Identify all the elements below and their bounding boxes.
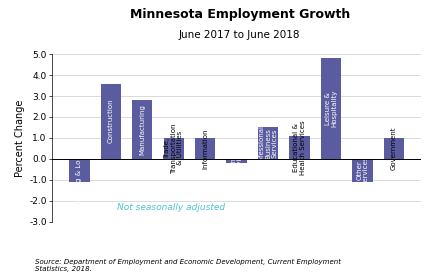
Text: Financial
Activities: Financial Activities	[230, 145, 243, 177]
Text: Source: Department of Employment and Economic Development, Current Employment
St: Source: Department of Employment and Eco…	[35, 259, 341, 272]
Bar	[164, 138, 184, 159]
Text: Mining & Logging: Mining & Logging	[76, 140, 82, 201]
Text: Construction: Construction	[108, 99, 114, 144]
Bar	[258, 127, 278, 159]
Bar	[101, 84, 121, 159]
Text: Information: Information	[202, 128, 208, 169]
Text: Not seasonally adjusted: Not seasonally adjusted	[117, 204, 225, 212]
Text: Educational &
Health Services: Educational & Health Services	[293, 120, 306, 175]
Text: June 2017 to June 2018: June 2017 to June 2018	[179, 30, 300, 40]
Bar	[352, 159, 373, 182]
Bar	[321, 58, 341, 159]
Text: Other
Services: Other Services	[356, 156, 369, 185]
Text: Trade,
Transportation
& Utilities: Trade, Transportation & Utilities	[164, 123, 183, 174]
Bar	[290, 136, 310, 159]
Bar	[226, 159, 247, 163]
Text: Professional &
Business
Services: Professional & Business Services	[259, 118, 278, 168]
Text: Manufacturing: Manufacturing	[139, 104, 145, 155]
Y-axis label: Percent Change: Percent Change	[15, 99, 25, 177]
Bar	[132, 100, 153, 159]
Bar	[384, 138, 404, 159]
Bar	[195, 138, 215, 159]
Text: Minnesota Employment Growth: Minnesota Employment Growth	[129, 8, 350, 21]
Bar	[69, 159, 89, 182]
Text: Government: Government	[391, 126, 397, 170]
Text: Leisure &
Hospitality: Leisure & Hospitality	[325, 90, 337, 127]
